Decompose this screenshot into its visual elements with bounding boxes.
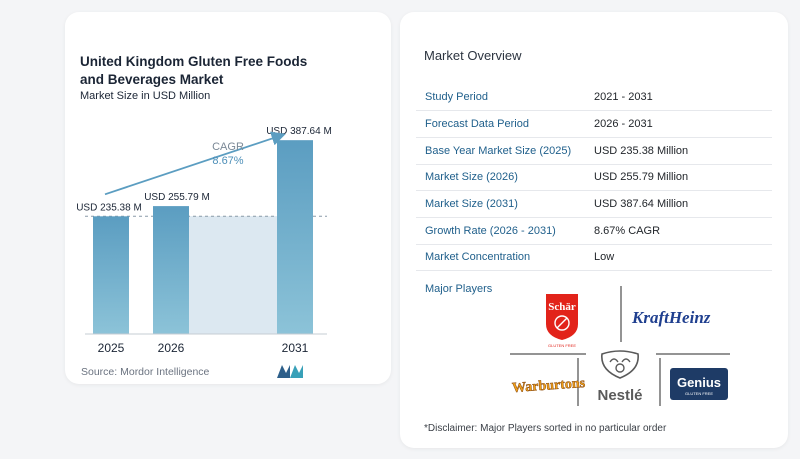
chart-subtitle: Market Size in USD Million (80, 90, 211, 102)
value-label-2031: USD 387.64 M (266, 126, 332, 137)
category-label-2026: 2026 (158, 341, 185, 355)
category-label-2025: 2025 (98, 341, 125, 355)
overview-row-label: Market Size (2031) (425, 198, 518, 211)
overview-row-label: Study Period (425, 91, 488, 104)
bar-2025 (93, 216, 129, 334)
chart-title: United Kingdom Gluten Free Foods and Bev… (80, 54, 308, 87)
kraft-heinz-logo: KraftHeinz (631, 308, 711, 327)
bar-2031 (277, 140, 313, 334)
bar-chart: USD 235.38 M 2025 USD 255.79 M 2026 USD 387.… (76, 126, 332, 355)
overview-row-label: Base Year Market Size (2025) (425, 144, 572, 157)
overview-row: Base Year Market Size (2025) USD 235.38 M… (416, 137, 772, 165)
overview-row-label: Market Size (2026) (425, 171, 518, 184)
disclaimer: *Disclaimer: Major Players sorted in no … (424, 423, 667, 434)
overview-row-label: Forecast Data Period (425, 118, 529, 131)
nestle-logo-text: Nestlé (597, 387, 642, 404)
genius-logo-text: Genius (677, 375, 721, 390)
cagr-arrow (104, 131, 286, 196)
overview-row: Market Concentration Low (416, 244, 772, 271)
cagr-value: 8.67% (212, 155, 243, 167)
overview-row: Growth Rate (2026 - 2031) 8.67% CAGR (416, 217, 772, 245)
genius-logo: Genius GLUTEN FREE (670, 368, 728, 400)
kraft-heinz-logo-text: KraftHeinz (631, 308, 711, 327)
category-label-2031: 2031 (282, 341, 309, 355)
genius-logo-sub: GLUTEN FREE (685, 391, 713, 396)
schar-logo-text: Schär (548, 301, 576, 313)
major-players-logos: Schär GLUTEN FREE KraftHeinz Warburtons … (510, 286, 730, 406)
overview-row-value: USD 255.79 Million (594, 171, 689, 184)
overview-row-value: USD 235.38 Million (594, 144, 689, 157)
nestle-logo: Nestlé (588, 346, 652, 404)
overview-row: Market Size (2026) USD 255.79 Million (416, 164, 772, 191)
overview-row-label: Growth Rate (2026 - 2031) (425, 224, 556, 237)
overview-row-value: 2026 - 2031 (594, 118, 653, 131)
market-overview-table: Study Period 2021 - 2031 Forecast Data Per… (416, 84, 772, 271)
overview-row-value: USD 387.64 Million (594, 198, 689, 211)
chart-area-shade (189, 216, 277, 334)
mordor-intelligence-logo (277, 365, 303, 378)
overview-row-value: 2021 - 2031 (594, 91, 653, 104)
value-label-2025: USD 235.38 M (76, 202, 142, 213)
overview-row: Market Size (2031) USD 387.64 Million (416, 191, 772, 218)
value-label-2026: USD 255.79 M (144, 192, 210, 203)
market-overview-title: Market Overview (424, 48, 522, 63)
overview-row-value: Low (594, 251, 615, 264)
major-players-label: Major Players (425, 283, 493, 295)
cagr-label: CAGR (212, 141, 244, 153)
warburtons-logo: Warburtons (511, 376, 587, 397)
schar-logo: Schär GLUTEN FREE (546, 294, 578, 348)
source-text: Source: Mordor Intelligence (81, 366, 210, 378)
overview-row: Study Period 2021 - 2031 (416, 84, 772, 111)
overview-row-value: 8.67% CAGR (594, 224, 661, 237)
bar-2026 (153, 206, 189, 334)
overview-row-label: Market Concentration (425, 251, 531, 264)
overview-row: Forecast Data Period 2026 - 2031 (416, 111, 772, 138)
warburtons-logo-text: Warburtons (512, 376, 587, 396)
schar-logo-sub: GLUTEN FREE (548, 343, 576, 348)
